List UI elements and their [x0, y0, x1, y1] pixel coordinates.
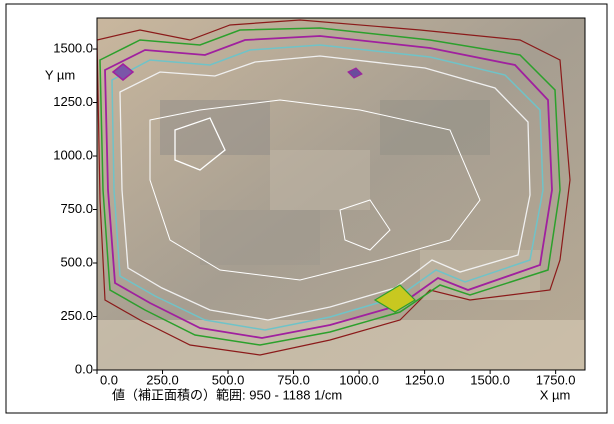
- x-tick-label: 0.0: [100, 372, 118, 387]
- x-tick-label: 500.0: [212, 372, 245, 387]
- chart: Y µm X µm 値（補正面積の）範囲: 950 - 1188 1/cm 0.…: [0, 0, 614, 419]
- x-axis-label: X µm: [540, 387, 571, 402]
- y-tick-label: 1500.0: [53, 40, 93, 55]
- x-tick-label: 1250.0: [405, 372, 445, 387]
- y-tick-label: 1250.0: [53, 94, 93, 109]
- y-tick-label: 250.0: [60, 308, 93, 323]
- caption: 値（補正面積の）範囲: 950 - 1188 1/cm: [112, 387, 342, 402]
- y-axis-label: Y µm: [45, 67, 75, 82]
- x-tick-label: 750.0: [277, 372, 310, 387]
- y-tick-label: 750.0: [60, 201, 93, 216]
- y-tick-label: 500.0: [60, 254, 93, 269]
- micrograph: [97, 18, 585, 370]
- x-tick-label: 1000.0: [339, 372, 379, 387]
- x-tick-label: 1750.0: [536, 372, 576, 387]
- x-tick-label: 250.0: [146, 372, 179, 387]
- y-tick-label: 0.0: [75, 361, 93, 376]
- x-tick-label: 1500.0: [470, 372, 510, 387]
- y-tick-label: 1000.0: [53, 147, 93, 162]
